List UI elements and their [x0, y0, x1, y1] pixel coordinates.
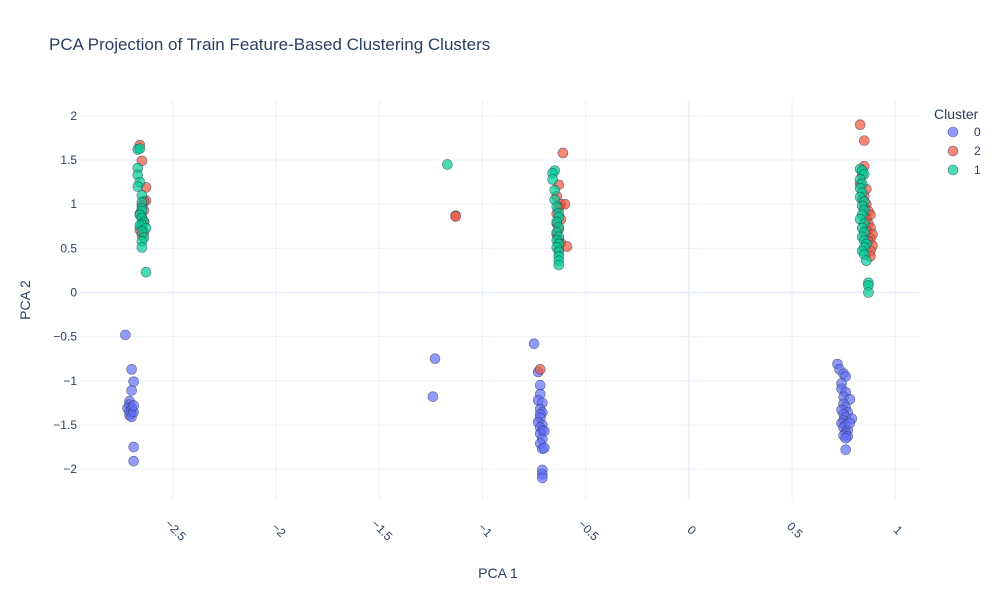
chart-title: PCA Projection of Train Feature-Based Cl…	[49, 35, 490, 54]
legend-item-0[interactable]: 0	[947, 125, 981, 139]
data-point[interactable]	[840, 444, 852, 455]
y-tick-label: 0	[70, 285, 77, 299]
grid-lines	[80, 100, 920, 500]
data-point[interactable]	[132, 181, 144, 192]
data-point[interactable]	[549, 184, 560, 196]
y-tick-label: 0.5	[60, 241, 77, 255]
data-point[interactable]	[854, 119, 866, 131]
data-point[interactable]	[140, 266, 152, 278]
plot-area	[80, 100, 920, 500]
legend-label: 2	[974, 144, 981, 158]
data-point[interactable]	[547, 174, 558, 185]
y-tick-label: −1.5	[53, 418, 77, 432]
y-tick-label: 1.5	[60, 153, 77, 167]
data-point[interactable]	[553, 259, 565, 271]
plot-background	[80, 100, 920, 500]
data-point[interactable]	[126, 385, 137, 396]
data-point[interactable]	[858, 135, 870, 146]
y-tick-label: −2	[63, 462, 77, 476]
y-axis-title: PCA 2	[17, 280, 33, 320]
data-point[interactable]	[128, 400, 139, 411]
data-point[interactable]	[134, 143, 146, 154]
y-tick-label: 2	[70, 109, 77, 123]
y-tick-label: −0.5	[53, 330, 77, 344]
data-point[interactable]	[128, 455, 139, 467]
series-1[interactable]	[132, 143, 874, 298]
legend-marker	[947, 145, 959, 157]
data-point[interactable]	[136, 242, 148, 253]
data-point[interactable]	[537, 472, 548, 484]
y-tick-label: 1	[70, 197, 77, 211]
data-point[interactable]	[126, 364, 137, 375]
data-point[interactable]	[840, 432, 852, 444]
y-tick-label: −1	[63, 374, 77, 388]
data-point[interactable]	[120, 329, 131, 341]
data-point[interactable]	[528, 338, 540, 350]
data-point[interactable]	[534, 379, 546, 391]
data-point[interactable]	[534, 364, 546, 375]
data-point[interactable]	[863, 287, 874, 298]
legend[interactable]: Cluster 0 2 1	[934, 106, 981, 177]
series-0[interactable]	[120, 329, 858, 484]
data-point[interactable]	[427, 391, 439, 402]
data-point[interactable]	[861, 255, 872, 267]
data-point[interactable]	[557, 147, 569, 159]
legend-marker	[947, 126, 959, 138]
data-points[interactable]	[120, 119, 878, 484]
legend-marker	[947, 164, 959, 176]
data-point[interactable]	[844, 417, 856, 429]
x-axis-title: PCA 1	[478, 565, 518, 581]
data-point[interactable]	[539, 442, 550, 454]
y-axis-ticks: −2 −1.5 −1 −0.5 0 0.5 1 1.5 2	[53, 109, 77, 476]
legend-label: 0	[974, 125, 981, 139]
data-point[interactable]	[429, 353, 441, 365]
legend-title: Cluster	[934, 106, 979, 122]
legend-item-2[interactable]: 2	[947, 144, 981, 158]
data-point[interactable]	[128, 441, 139, 453]
legend-item-1[interactable]: 1	[947, 163, 981, 177]
data-point[interactable]	[442, 159, 453, 170]
data-point[interactable]	[128, 376, 139, 387]
data-point[interactable]	[450, 211, 461, 222]
legend-label: 1	[974, 163, 981, 177]
